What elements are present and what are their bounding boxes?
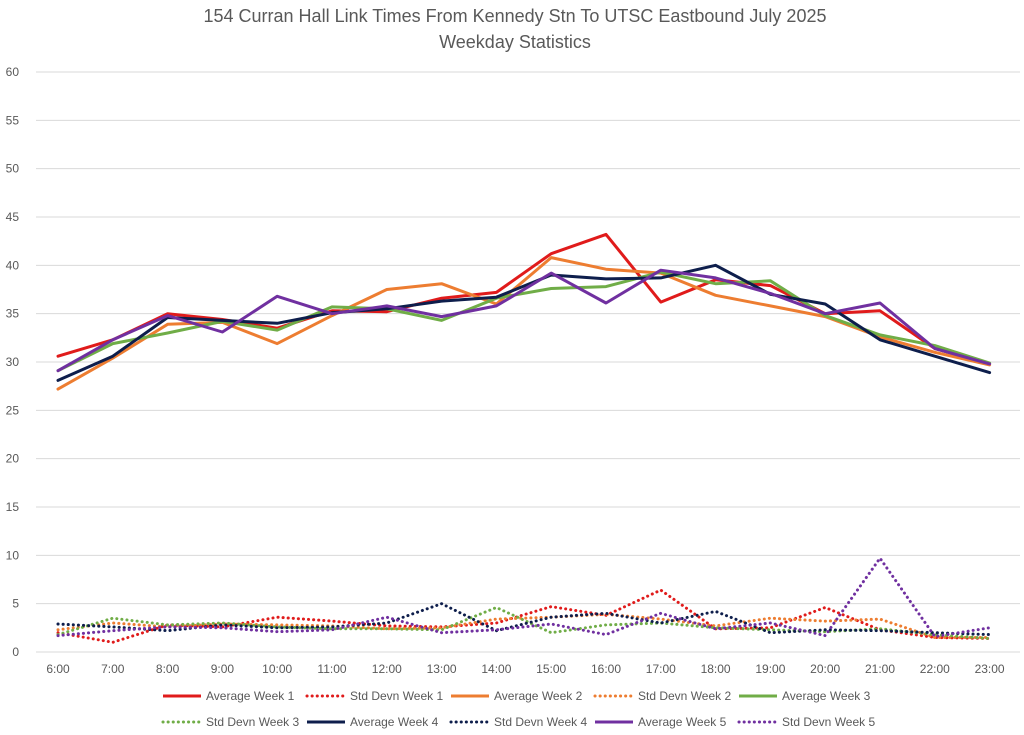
gridlines — [36, 71, 1020, 653]
series-line-std-devn-week-4 — [56, 602, 992, 637]
legend-item: Std Devn Week 1 — [305, 689, 443, 703]
legend-label: Std Devn Week 5 — [782, 715, 875, 729]
legend-label: Std Devn Week 1 — [350, 689, 443, 703]
legend-label: Average Week 2 — [494, 689, 583, 703]
x-tick-label: 7:00 — [101, 662, 125, 676]
x-tick-label: 14:00 — [481, 662, 511, 676]
legend-item: Average Week 4 — [307, 715, 439, 729]
legend-item: Std Devn Week 4 — [449, 715, 587, 729]
legend-label: Std Devn Week 2 — [638, 689, 731, 703]
x-tick-label: 10:00 — [262, 662, 292, 676]
y-axis-tick-labels: 0 5 10 15 20 25 30 35 40 45 50 55 60 — [6, 65, 20, 659]
x-tick-label: 18:00 — [701, 662, 731, 676]
legend-label: Average Week 1 — [206, 689, 295, 703]
series-line-average-week-5 — [56, 268, 992, 373]
legend-item: Average Week 5 — [595, 715, 727, 729]
series-line-average-week-1 — [56, 232, 992, 366]
legend-item: Std Devn Week 5 — [737, 715, 875, 729]
x-tick-label: 12:00 — [372, 662, 402, 676]
legend-label: Std Devn Week 4 — [494, 715, 587, 729]
legend-item: Std Devn Week 3 — [161, 715, 299, 729]
legend-label: Std Devn Week 3 — [206, 715, 299, 729]
series-line-average-week-4 — [56, 263, 992, 382]
x-tick-label: 9:00 — [211, 662, 235, 676]
y-tick-label: 30 — [6, 355, 20, 369]
y-tick-label: 20 — [6, 452, 20, 466]
y-tick-label: 60 — [6, 65, 20, 79]
legend-label: Average Week 3 — [782, 689, 871, 703]
y-tick-label: 50 — [6, 162, 20, 176]
x-tick-label: 6:00 — [46, 662, 70, 676]
y-tick-label: 15 — [6, 500, 20, 514]
chart-title: 154 Curran Hall Link Times From Kennedy … — [204, 6, 827, 26]
legend-item: Average Week 3 — [739, 689, 871, 703]
x-tick-label: 19:00 — [755, 662, 785, 676]
x-tick-label: 17:00 — [646, 662, 676, 676]
legend: Average Week 1 Std Devn Week 1 Average Wee… — [161, 689, 875, 729]
series-lines — [56, 232, 992, 644]
y-tick-label: 5 — [12, 597, 19, 611]
x-axis-tick-labels: 6:00 7:00 8:00 9:00 10:00 11:00 12:00 13:00 14:0… — [46, 662, 1005, 676]
x-tick-label: 16:00 — [591, 662, 621, 676]
x-tick-label: 22:00 — [920, 662, 950, 676]
x-tick-label: 11:00 — [317, 662, 346, 676]
series-line-std-devn-week-5 — [56, 556, 992, 638]
x-tick-label: 21:00 — [865, 662, 895, 676]
y-tick-label: 40 — [6, 258, 20, 272]
legend-item: Average Week 1 — [163, 689, 295, 703]
legend-label: Average Week 5 — [638, 715, 727, 729]
legend-item: Average Week 2 — [451, 689, 583, 703]
legend-label: Average Week 4 — [350, 715, 439, 729]
series-line-average-week-3 — [56, 270, 992, 373]
y-tick-label: 55 — [6, 113, 20, 127]
x-tick-label: 20:00 — [810, 662, 840, 676]
y-tick-label: 25 — [6, 403, 20, 417]
y-tick-label: 45 — [6, 210, 20, 224]
x-tick-label: 13:00 — [427, 662, 457, 676]
x-tick-label: 8:00 — [156, 662, 180, 676]
series-line-std-devn-week-2 — [56, 612, 992, 639]
series-line-std-devn-week-1 — [56, 588, 992, 644]
y-tick-label: 0 — [12, 645, 19, 659]
chart-subtitle: Weekday Statistics — [439, 32, 591, 52]
series-line-std-devn-week-3 — [56, 606, 992, 640]
y-tick-label: 35 — [6, 307, 20, 321]
x-tick-label: 23:00 — [975, 662, 1005, 676]
legend-item: Std Devn Week 2 — [593, 689, 731, 703]
y-tick-label: 10 — [6, 548, 20, 562]
x-tick-label: 15:00 — [536, 662, 566, 676]
